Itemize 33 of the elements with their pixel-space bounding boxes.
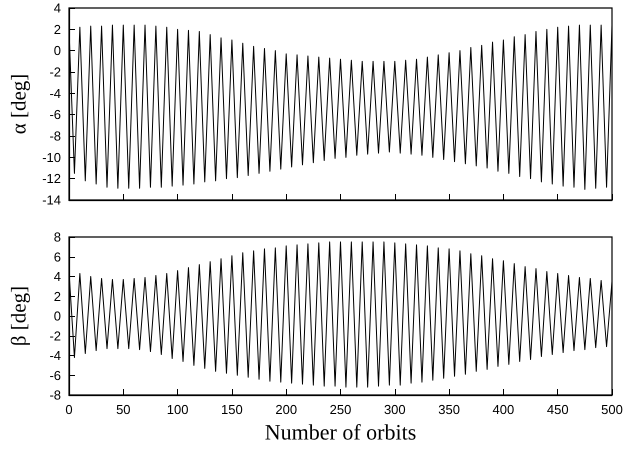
y-tick-label: -12 <box>42 171 61 186</box>
y-tick-label: -4 <box>49 348 61 363</box>
x-tick-label: 350 <box>438 402 460 417</box>
x-tick-label: 250 <box>330 402 352 417</box>
y-tick-label: 8 <box>54 230 61 244</box>
y-tick-label: -2 <box>49 328 61 344</box>
x-tick-label: 0 <box>65 402 73 417</box>
y-tick-label: 0 <box>54 308 61 324</box>
x-axis-title: Number of orbits <box>264 419 416 444</box>
x-tick-label: 50 <box>116 402 131 417</box>
y-axis-title: α [deg] <box>6 74 30 134</box>
y-tick-label: -2 <box>49 64 61 80</box>
y-tick-label: -6 <box>49 107 61 122</box>
y-tick-label: -10 <box>42 150 61 165</box>
x-tick-label: 300 <box>384 402 406 417</box>
y-tick-label: -8 <box>49 128 61 144</box>
y-tick-label: -8 <box>49 388 61 402</box>
y-tick-label: 6 <box>54 249 61 264</box>
y-tick-label: -14 <box>42 192 61 208</box>
y-tick-label: -4 <box>49 86 61 101</box>
x-tick-label: 150 <box>221 402 243 417</box>
x-tick-label: 450 <box>546 402 569 417</box>
y-tick-label: 4 <box>54 0 61 16</box>
y-tick-label: 2 <box>54 22 61 37</box>
y-tick-label: 2 <box>54 288 61 304</box>
x-tick-label: 200 <box>275 402 298 417</box>
y-tick-label: 0 <box>54 43 61 58</box>
x-tick-label: 100 <box>166 402 188 417</box>
x-tick-label: 400 <box>492 402 514 417</box>
x-tick-label: 500 <box>601 402 623 417</box>
y-axis-title: β [deg] <box>6 286 30 346</box>
y-tick-label: -6 <box>49 368 61 383</box>
y-tick-label: 4 <box>54 269 61 284</box>
